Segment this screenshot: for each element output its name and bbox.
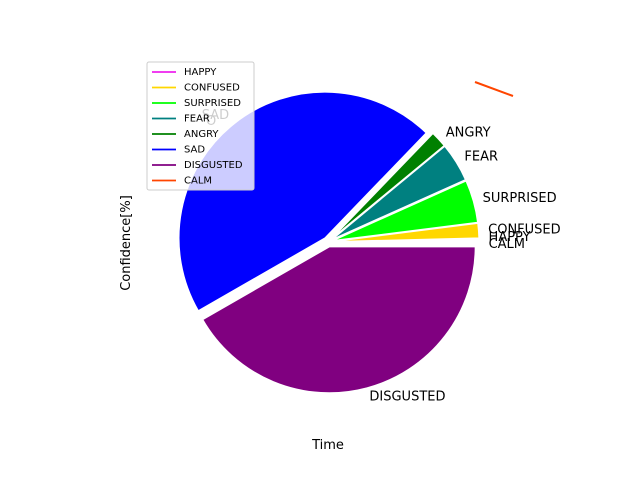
chart-legend: HAPPY CONFUSED SURPRISED FEAR ANGRY SAD DISGUS… xyxy=(146,61,255,191)
slice-label-angry: ANGRY xyxy=(446,125,491,140)
slice-label-confused: CONFUSED xyxy=(488,222,561,237)
pie-slice-disgusted xyxy=(201,246,476,394)
legend-label-happy: HAPPY xyxy=(184,67,217,78)
y-axis-label: Confidence[%] xyxy=(119,195,134,291)
pie-slice-fear xyxy=(331,145,467,240)
legend-label-calm: CALM xyxy=(184,176,212,187)
x-axis-label: Time xyxy=(311,438,344,453)
legend-label-disgusted: DISGUSTED xyxy=(184,160,243,171)
slice-label-calm: CALM xyxy=(489,237,525,252)
pie-slice-confused xyxy=(332,222,480,243)
slice-label-fear: FEAR xyxy=(464,150,498,165)
slice-label-surprised: SURPRISED xyxy=(483,191,557,206)
pie-slice-angry xyxy=(331,132,446,240)
slice-label-happy: HAPPY xyxy=(489,230,531,245)
slice-label-disgusted: DISGUSTED xyxy=(369,390,445,405)
stray-line-mark xyxy=(474,81,514,97)
pie-slice-surprised xyxy=(332,180,479,242)
legend-label-fear: FEAR xyxy=(184,114,210,125)
legend-label-angry: ANGRY xyxy=(184,129,219,140)
legend-box xyxy=(146,61,255,191)
legend-label-surprised: SURPRISED xyxy=(184,98,241,109)
legend-label-confused: CONFUSED xyxy=(184,83,240,94)
legend-label-sad: SAD xyxy=(184,145,205,156)
